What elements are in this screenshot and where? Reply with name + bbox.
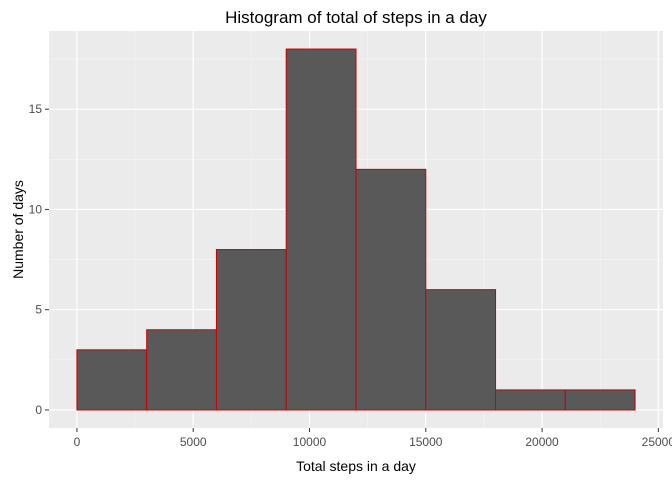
x-axis-label: Total steps in a day: [296, 458, 416, 474]
histogram-bars: [76, 48, 636, 411]
y-axis-ticks: 0 5 10 15: [29, 102, 49, 417]
x-tick-label: 0: [74, 435, 81, 449]
y-tick-label: 0: [35, 403, 42, 417]
histogram-bar: [76, 349, 148, 411]
chart-title: Histogram of total of steps in a day: [225, 8, 487, 27]
x-tick-label: 25000: [642, 435, 672, 449]
y-tick-label: 5: [35, 303, 42, 317]
x-tick-label: 20000: [525, 435, 559, 449]
histogram-bar: [355, 168, 427, 411]
histogram-bar: [285, 48, 357, 411]
histogram-bar: [495, 389, 566, 411]
y-tick-label: 10: [29, 202, 43, 216]
x-tick-label: 15000: [409, 435, 443, 449]
histogram-bar: [215, 249, 287, 411]
x-tick-label: 10000: [293, 435, 327, 449]
histogram-bar: [425, 289, 497, 411]
histogram-bar: [564, 389, 636, 411]
x-axis-ticks: 0 5000 10000 15000 20000 25000: [74, 428, 672, 449]
x-tick-label: 5000: [180, 435, 207, 449]
y-tick-label: 15: [29, 102, 43, 116]
y-axis-label: Number of days: [10, 180, 26, 279]
histogram-bar: [146, 329, 217, 411]
